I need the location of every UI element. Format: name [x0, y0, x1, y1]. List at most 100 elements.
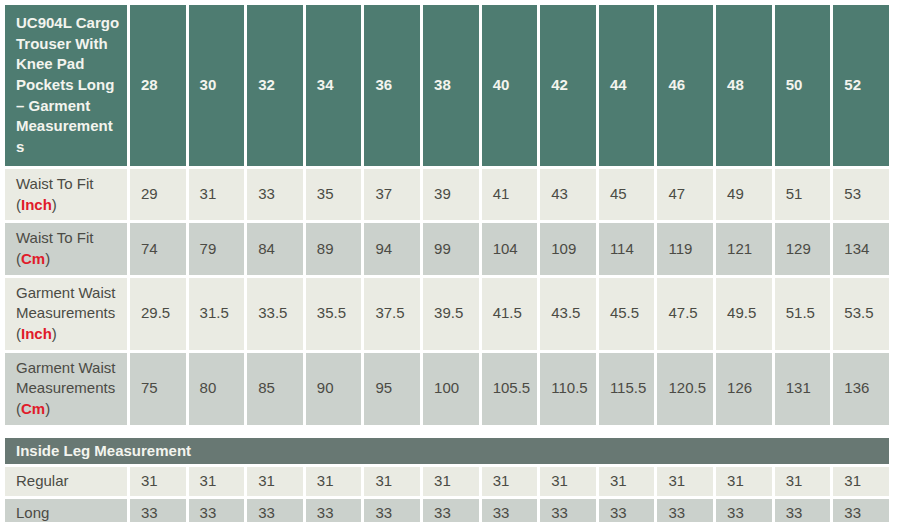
- leg-value-cell: 31: [247, 467, 303, 496]
- measurement-value-cell: 53: [833, 169, 889, 220]
- measurement-value-cell: 29: [130, 169, 186, 220]
- measurement-value-cell: 35: [306, 169, 362, 220]
- leg-value-cell: 31: [306, 467, 362, 496]
- inside-leg-section-title: Inside Leg Measurement: [5, 438, 889, 465]
- measurement-value-cell: 33: [247, 169, 303, 220]
- size-column-header: 36: [364, 5, 420, 166]
- leg-value-cell: 33: [540, 499, 596, 522]
- measurement-value-cell: 109: [540, 223, 596, 274]
- paren-close: ): [52, 196, 57, 213]
- size-column-header: 46: [657, 5, 713, 166]
- inside-leg-rows: Regular31313131313131313131313131Long333…: [5, 467, 889, 522]
- table-row: Long33333333333333333333333333: [5, 499, 889, 522]
- measurement-value-cell: 126: [716, 353, 772, 425]
- measurement-value-cell: 121: [716, 223, 772, 274]
- leg-row-label: Long: [5, 499, 127, 522]
- measurement-value-cell: 129: [775, 223, 831, 274]
- size-column-header: 42: [540, 5, 596, 166]
- size-column-header: 30: [189, 5, 245, 166]
- measurement-value-cell: 79: [189, 223, 245, 274]
- table-row: Garment Waist Measurements (Cm)758085909…: [5, 353, 889, 425]
- size-column-header: 28: [130, 5, 186, 166]
- size-header-row: UC904L Cargo Trouser With Knee Pad Pocke…: [5, 5, 889, 166]
- row-unit: Inch: [21, 196, 52, 213]
- paren-close: ): [45, 400, 50, 417]
- row-label-text: Garment Waist Measurements: [16, 284, 115, 322]
- row-unit: Inch: [21, 325, 52, 342]
- table-row: Waist To Fit (Cm)74798489949910410911411…: [5, 223, 889, 274]
- measurement-value-cell: 49.5: [716, 278, 772, 350]
- measurement-value-cell: 115.5: [599, 353, 655, 425]
- paren-close: ): [52, 325, 57, 342]
- measurement-value-cell: 119: [657, 223, 713, 274]
- measurement-value-cell: 39.5: [423, 278, 479, 350]
- measurement-value-cell: 45: [599, 169, 655, 220]
- measurement-value-cell: 80: [189, 353, 245, 425]
- measurement-value-cell: 47: [657, 169, 713, 220]
- measurement-value-cell: 89: [306, 223, 362, 274]
- measurement-value-cell: 37.5: [364, 278, 420, 350]
- row-label-text: Garment Waist Measurements: [16, 359, 115, 397]
- leg-value-cell: 33: [247, 499, 303, 522]
- leg-value-cell: 31: [833, 467, 889, 496]
- size-column-header: 34: [306, 5, 362, 166]
- size-column-header: 38: [423, 5, 479, 166]
- measurement-value-cell: 41.5: [482, 278, 538, 350]
- leg-value-cell: 33: [657, 499, 713, 522]
- leg-value-cell: 33: [775, 499, 831, 522]
- measurement-value-cell: 100: [423, 353, 479, 425]
- size-column-header: 32: [247, 5, 303, 166]
- measurement-value-cell: 90: [306, 353, 362, 425]
- table-title: UC904L Cargo Trouser With Knee Pad Pocke…: [5, 5, 127, 166]
- measurement-value-cell: 43: [540, 169, 596, 220]
- row-label: Waist To Fit (Inch): [5, 169, 127, 220]
- leg-value-cell: 33: [423, 499, 479, 522]
- measurement-value-cell: 53.5: [833, 278, 889, 350]
- row-label-text: Waist To Fit: [16, 175, 94, 192]
- row-unit: Cm: [21, 400, 45, 417]
- measurement-value-cell: 95: [364, 353, 420, 425]
- size-column-header: 44: [599, 5, 655, 166]
- leg-value-cell: 33: [599, 499, 655, 522]
- measurement-value-cell: 114: [599, 223, 655, 274]
- measurement-value-cell: 120.5: [657, 353, 713, 425]
- measurement-value-cell: 45.5: [599, 278, 655, 350]
- measurement-value-cell: 134: [833, 223, 889, 274]
- leg-value-cell: 31: [423, 467, 479, 496]
- row-label: Garment Waist Measurements (Inch): [5, 278, 127, 350]
- measurement-value-cell: 84: [247, 223, 303, 274]
- measurement-value-cell: 47.5: [657, 278, 713, 350]
- leg-value-cell: 31: [540, 467, 596, 496]
- measurement-value-cell: 39: [423, 169, 479, 220]
- paren-close: ): [45, 250, 50, 267]
- size-column-header: 40: [482, 5, 538, 166]
- leg-value-cell: 31: [130, 467, 186, 496]
- measurement-value-cell: 131: [775, 353, 831, 425]
- row-label: Garment Waist Measurements (Cm): [5, 353, 127, 425]
- table-row: Waist To Fit (Inch)293133353739414345474…: [5, 169, 889, 220]
- measurement-value-cell: 37: [364, 169, 420, 220]
- size-column-header: 52: [833, 5, 889, 166]
- row-unit: Cm: [21, 250, 45, 267]
- inside-leg-table: Inside Leg Measurement Regular3131313131…: [2, 435, 892, 522]
- inside-leg-banner-row: Inside Leg Measurement: [5, 438, 889, 465]
- leg-value-cell: 33: [306, 499, 362, 522]
- leg-row-label: Regular: [5, 467, 127, 496]
- leg-value-cell: 33: [716, 499, 772, 522]
- measurement-value-cell: 136: [833, 353, 889, 425]
- leg-value-cell: 31: [189, 467, 245, 496]
- leg-value-cell: 33: [833, 499, 889, 522]
- measurement-value-cell: 85: [247, 353, 303, 425]
- measurement-value-cell: 31: [189, 169, 245, 220]
- measurement-value-cell: 74: [130, 223, 186, 274]
- measurement-value-cell: 29.5: [130, 278, 186, 350]
- measurement-value-cell: 33.5: [247, 278, 303, 350]
- leg-value-cell: 33: [130, 499, 186, 522]
- measurement-value-cell: 105.5: [482, 353, 538, 425]
- measurement-value-cell: 31.5: [189, 278, 245, 350]
- leg-value-cell: 31: [716, 467, 772, 496]
- measurement-value-cell: 43.5: [540, 278, 596, 350]
- size-column-header: 50: [775, 5, 831, 166]
- size-column-header: 48: [716, 5, 772, 166]
- measurement-value-cell: 104: [482, 223, 538, 274]
